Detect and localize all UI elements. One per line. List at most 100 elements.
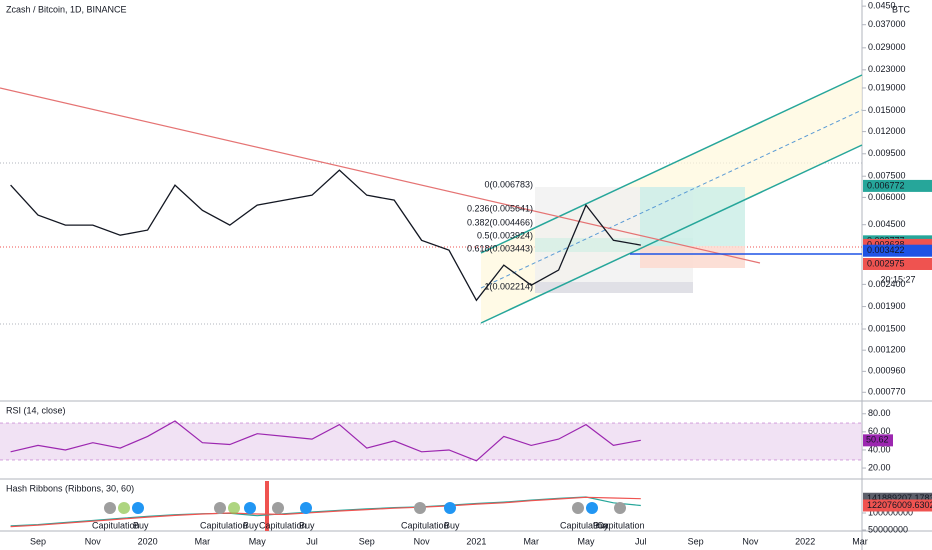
- x-tick-label: May: [249, 536, 267, 546]
- x-tick-label: Mar: [852, 536, 868, 546]
- x-tick-label: Jul: [306, 536, 318, 546]
- marker-label: Buy: [593, 520, 609, 530]
- marker-label: Capitulation: [560, 520, 608, 530]
- channel-line: [480, 74, 863, 254]
- price-tag-label: 0.006772: [867, 180, 905, 190]
- price-tag: [863, 244, 932, 257]
- price-tag-label: 50.62: [866, 435, 889, 445]
- fib-label: 0.236(0.005641): [467, 203, 533, 213]
- fib-label: 1(0.002214): [484, 281, 533, 291]
- y-tick-label: 0.009500: [868, 148, 906, 158]
- x-tick-label: 2022: [795, 536, 815, 546]
- dot: [414, 502, 426, 514]
- y-tick-label: 0.006000: [868, 192, 906, 202]
- y-tick-label: 50000000: [868, 524, 908, 534]
- x-tick-label: May: [577, 536, 595, 546]
- dot: [132, 502, 144, 514]
- y-tick-label: 0.002400: [868, 279, 906, 289]
- dot: [244, 502, 256, 514]
- fib-label: 0(0.006783): [484, 179, 533, 189]
- price-tag-label: 0.003638: [867, 239, 905, 249]
- y-tick-label: 0.007500: [868, 171, 906, 181]
- dot: [300, 502, 312, 514]
- marker-label: Capitulation: [259, 520, 307, 530]
- y-tick-label: 0.001500: [868, 323, 906, 333]
- dot: [586, 502, 598, 514]
- chart-title: Zcash / Bitcoin, 1D, BINANCE: [6, 4, 127, 14]
- marker-label: Buy: [133, 520, 149, 530]
- dot: [118, 502, 130, 514]
- long-target: [640, 187, 745, 246]
- price-tag: [863, 434, 893, 447]
- marker-label: Capitulation: [200, 520, 248, 530]
- x-tick-label: Sep: [688, 536, 704, 546]
- dot: [272, 502, 284, 514]
- y-tick-label: 20.00: [868, 462, 891, 472]
- channel-line: [480, 144, 863, 324]
- marker-label: Capitulation: [401, 520, 449, 530]
- y-tick-label: 0.012000: [868, 126, 906, 136]
- x-tick-label: Mar: [195, 536, 211, 546]
- y-tick-label: 0.004500: [868, 219, 906, 229]
- y-tick-label: 60.00: [868, 426, 891, 436]
- x-tick-label: Nov: [742, 536, 759, 546]
- fib-label: 0.382(0.004466): [467, 217, 533, 227]
- long-stop: [640, 246, 745, 268]
- x-tick-label: Sep: [359, 536, 375, 546]
- marker-label: Buy: [444, 520, 460, 530]
- y-tick-label: 40.00: [868, 444, 891, 454]
- pane-title: Hash Ribbons (Ribbons, 30, 60): [6, 483, 134, 493]
- y-tick-label: 0.001200: [868, 345, 906, 355]
- price-tag: [863, 499, 932, 512]
- y-tick-label: 0.001900: [868, 301, 906, 311]
- pane-title: RSI (14, close): [6, 405, 66, 415]
- y-tick-label: 0.029000: [868, 42, 906, 52]
- dot: [444, 502, 456, 514]
- dot: [104, 502, 116, 514]
- x-tick-label: Nov: [85, 536, 102, 546]
- marker-label: Buy: [243, 520, 259, 530]
- y-tick-label: 80.00: [868, 408, 891, 418]
- x-tick-label: Mar: [523, 536, 539, 546]
- rsi-band: [0, 423, 862, 460]
- fib-label: 0.5(0.003924): [477, 230, 533, 240]
- series-line: [10, 169, 641, 302]
- channel-median: [480, 109, 863, 289]
- fib-label: 0.618(0.003443): [467, 243, 533, 253]
- price-tag-label: 0.002975: [867, 258, 905, 268]
- y-tick-label: 0.015000: [868, 105, 906, 115]
- trend-line: [0, 87, 761, 264]
- y-tick-label: 0.019000: [868, 82, 906, 92]
- price-tag: [863, 179, 932, 192]
- capitulation-bar: [265, 481, 269, 531]
- marker-label: Capitulation: [597, 520, 645, 530]
- x-tick-label: 2020: [138, 536, 158, 546]
- y-tick-label: 0.000770: [868, 387, 906, 397]
- y-tick-label: 0.037000: [868, 19, 906, 29]
- dot: [214, 502, 226, 514]
- y-tick-label: 0.0450: [868, 1, 896, 11]
- hash-dots: [104, 502, 626, 514]
- marker-label: Buy: [299, 520, 315, 530]
- x-tick-label: Jul: [635, 536, 647, 546]
- series-line: [10, 496, 641, 528]
- dot: [572, 502, 584, 514]
- dot: [228, 502, 240, 514]
- y-tick-label: 100000000: [868, 507, 913, 517]
- countdown: 20:15:27: [880, 274, 915, 284]
- x-tick-label: Nov: [414, 536, 431, 546]
- marker-label: Capitulation: [92, 520, 140, 530]
- price-tag: [863, 257, 932, 270]
- dot: [614, 502, 626, 514]
- series-line: [10, 420, 641, 462]
- price-tag-label: 141889207.178370: [867, 493, 932, 503]
- currency-label: BTC: [892, 4, 911, 14]
- y-tick-label: 0.000960: [868, 366, 906, 376]
- x-tick-label: Sep: [30, 536, 46, 546]
- fib-zone: [535, 282, 693, 293]
- price-tag-label: 122076009.630222: [867, 500, 932, 510]
- x-tick-label: 2021: [466, 536, 486, 546]
- hash-markers: Capitulation Buy Capitulation Buy Capitu…: [92, 520, 645, 530]
